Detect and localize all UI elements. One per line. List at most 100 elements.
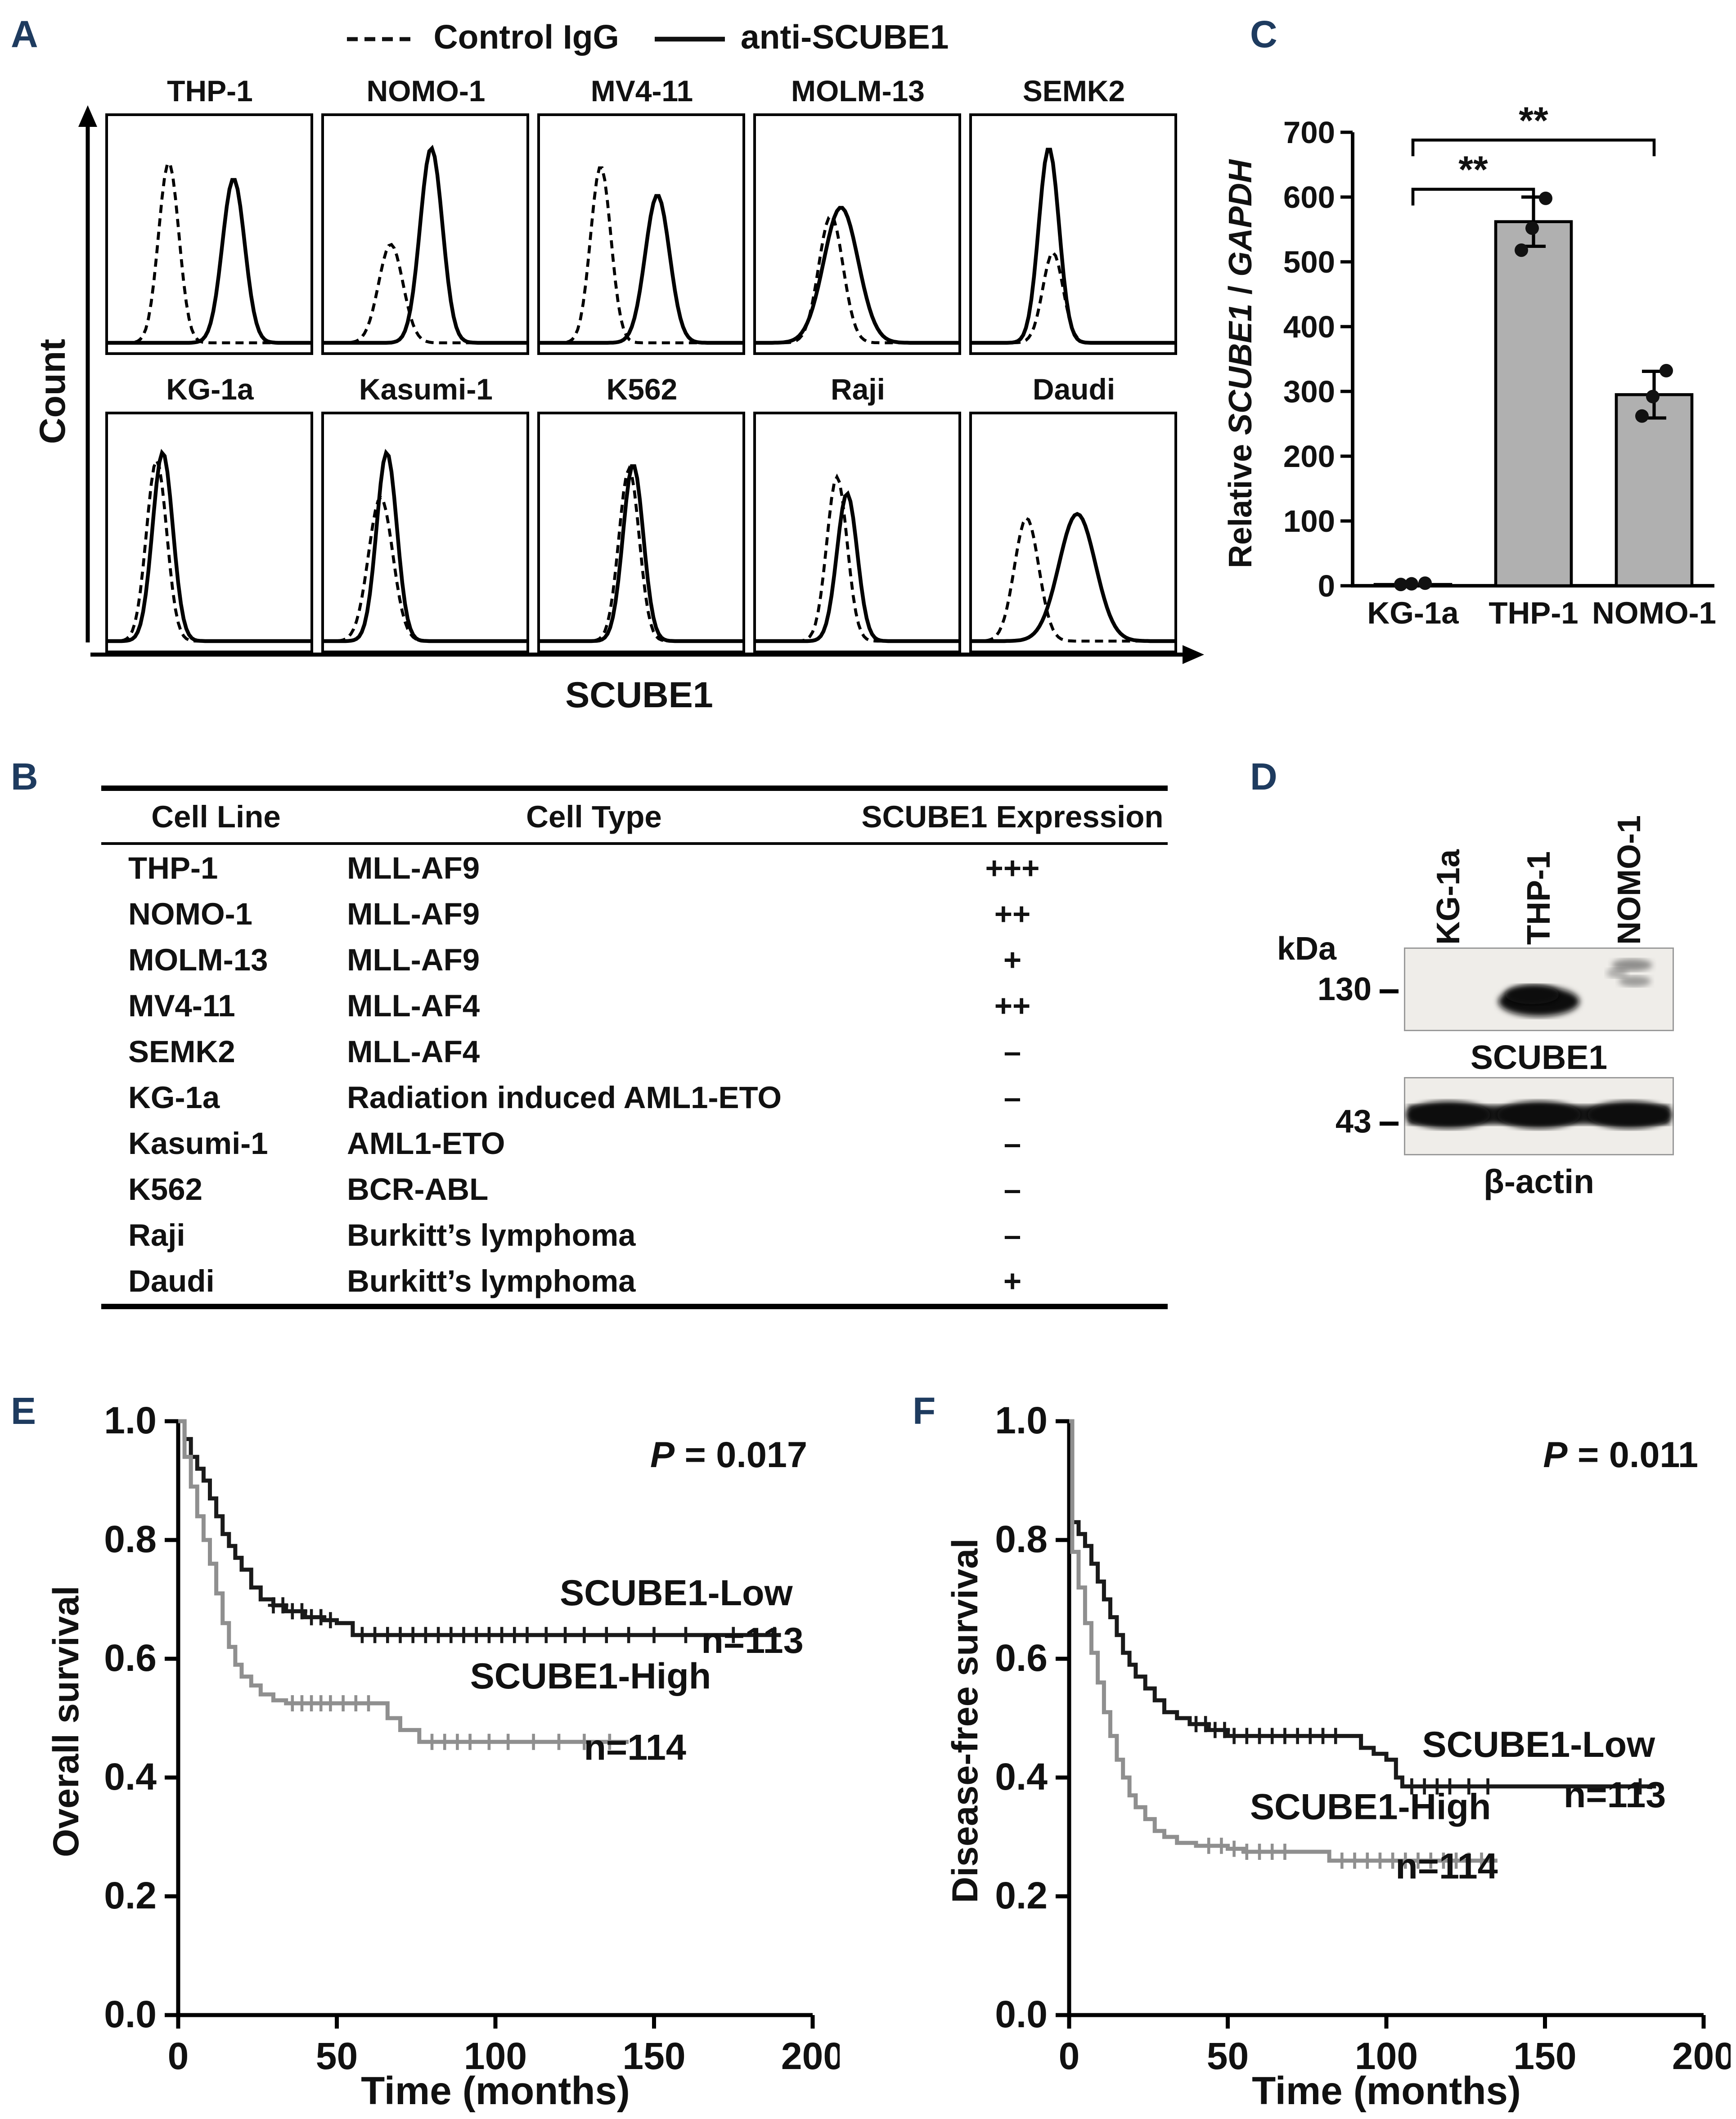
curve-solid — [108, 449, 310, 643]
marker-tick-icon — [1380, 1121, 1399, 1125]
flow-histogram-Kasumi-1: Kasumi-1 — [321, 371, 531, 653]
marker-tick-icon — [1380, 988, 1399, 993]
legend-anti-scube1-label: anti-SCUBE1 — [740, 19, 949, 57]
beta-actin-blot-label: β-actin — [1484, 1163, 1594, 1201]
flow-cell-title: Daudi — [1032, 373, 1115, 406]
curve-dashed — [108, 162, 310, 345]
legend-control-igg-label: Control IgG — [433, 19, 619, 57]
cell-type: MLL-AF9 — [347, 895, 480, 931]
curve-solid — [540, 464, 742, 643]
flow-histogram-SEMK2: SEMK2 — [969, 73, 1178, 355]
flow-cell-title: SEMK2 — [1022, 74, 1125, 108]
flow-plot — [105, 412, 313, 653]
table-row: Raji Burkitt’s lymphoma – — [101, 1212, 1168, 1258]
expression: – — [1003, 1217, 1021, 1252]
curve-solid — [756, 206, 958, 345]
cell-type: Burkitt’s lymphoma — [347, 1217, 636, 1252]
expression: – — [1003, 1079, 1021, 1114]
km-axes — [176, 1421, 813, 2017]
cell-line: SEMK2 — [128, 1033, 235, 1068]
y-tick-label: 400 — [1283, 310, 1335, 344]
flow-cell-title: KG-1a — [166, 373, 254, 406]
flow-cell-title: NOMO-1 — [366, 74, 486, 108]
y-tick-label: 200 — [1283, 439, 1335, 474]
table-row: KG-1a Radiation induced AML1-ETO – — [101, 1074, 1168, 1120]
x-tick-label: 200 — [1672, 2035, 1731, 2077]
curve-solid — [324, 144, 526, 345]
flow-cell-title: K562 — [606, 373, 678, 406]
expression: – — [1003, 1125, 1021, 1160]
y-tick-label: 0.6 — [104, 1637, 157, 1679]
lane-label-thp1: THP-1 — [1521, 851, 1558, 945]
flow-histogram-MV4-11: MV4-11 — [537, 73, 747, 355]
table-row: NOMO-1 MLL-AF9 ++ — [101, 891, 1168, 937]
x-tick-label: 50 — [316, 2035, 358, 2077]
flow-cell-title: MOLM-13 — [791, 74, 925, 108]
cell-type: MLL-AF4 — [347, 1033, 480, 1068]
cell-line: Kasumi-1 — [128, 1125, 268, 1160]
expression: ++ — [994, 895, 1031, 931]
flow-plot — [753, 113, 961, 355]
header-cell-line: Cell Line — [151, 798, 281, 834]
marker-43-text: 43 — [1335, 1104, 1372, 1140]
qpcr-bar-chart: 0 100 200 300 400 500 600 700 KG-1a THP-1 NOMO-1 **… — [1283, 103, 1716, 630]
curve-dashed — [324, 242, 526, 345]
p-value: P = 0.017 — [650, 1435, 807, 1475]
expression: +++ — [985, 849, 1040, 885]
scube1-blot-label: SCUBE1 — [1470, 1039, 1608, 1077]
marker-130: 130 — [1277, 972, 1399, 1010]
cell-line: Raji — [128, 1217, 185, 1252]
table-body: THP-1 MLL-AF9 +++ NOMO-1 MLL-AF9 ++ MOLM-13 MLL… — [101, 845, 1168, 1304]
curve-solid — [540, 194, 742, 345]
sig-bracket — [1411, 188, 1535, 206]
overall-survival-chart: 0 50 100 150 200 0.0 0.2 0.4 0.6 0.8 1.0 Time (mont… — [104, 1399, 840, 2113]
panel-e-label: E — [11, 1390, 36, 1432]
panel-c-label: C — [1250, 13, 1277, 55]
y-tick-label: 100 — [1283, 504, 1335, 539]
data-point — [1418, 576, 1432, 590]
km-curve-SCUBE1-High — [178, 1419, 629, 1744]
cell-type: MLL-AF9 — [347, 849, 480, 885]
data-point — [1394, 578, 1408, 592]
expression: – — [1003, 1171, 1021, 1206]
flow-plot — [321, 113, 529, 355]
cell-type: Radiation induced AML1-ETO — [347, 1079, 782, 1114]
x-tick-label: 150 — [1513, 2035, 1576, 2077]
cell-line: THP-1 — [128, 849, 218, 885]
panel-f-label: F — [913, 1390, 936, 1432]
cell-line: KG-1a — [128, 1079, 220, 1114]
data-point — [1646, 390, 1660, 404]
scube1-axis-label: SCUBE1 — [565, 675, 713, 715]
ylabel-gene-gapdh: GAPDH — [1223, 160, 1259, 277]
bar-category-label: THP-1 — [1489, 596, 1578, 630]
cell-line: MOLM-13 — [128, 941, 268, 977]
series-label: SCUBE1-Low — [560, 1573, 793, 1613]
ylabel-part: / — [1223, 277, 1259, 304]
panel-a-label: A — [11, 13, 38, 55]
bar-THP-1 — [1494, 220, 1573, 588]
data-point — [1405, 577, 1418, 591]
y-tick-label: 0 — [1318, 569, 1335, 603]
x-tick-label: 0 — [1059, 2035, 1080, 2077]
data-point — [1660, 364, 1673, 377]
curve-dashed — [972, 516, 1174, 643]
header-expression: SCUBE1 Expression — [861, 798, 1164, 834]
y-tick-label: 0.2 — [995, 1874, 1048, 1917]
x-tick-label: 100 — [464, 2035, 527, 2077]
y-tick-label: 600 — [1283, 180, 1335, 215]
flow-histogram-Daudi: Daudi — [969, 371, 1178, 653]
band-faint — [1612, 959, 1652, 971]
flow-histogram-Raji: Raji — [753, 371, 962, 653]
series-n-label: n=113 — [701, 1621, 803, 1661]
cell-type: Burkitt’s lymphoma — [347, 1262, 636, 1298]
marker-130-text: 130 — [1317, 972, 1372, 1008]
table-row: Kasumi-1 AML1-ETO – — [101, 1120, 1168, 1166]
curve-solid — [324, 449, 526, 643]
cell-line: MV4-11 — [128, 987, 235, 1023]
count-axis-label: Count — [32, 339, 73, 444]
flow-histogram-grid: THP-1 NOMO-1 MV4-11 MOLM-13 SEMK2 KG-1a Kasumi… — [105, 73, 1178, 653]
flow-histogram-KG-1a: KG-1a — [105, 371, 315, 653]
x-tick-label: 100 — [1355, 2035, 1418, 2077]
data-point — [1635, 409, 1649, 423]
curve-dashed — [756, 214, 958, 345]
